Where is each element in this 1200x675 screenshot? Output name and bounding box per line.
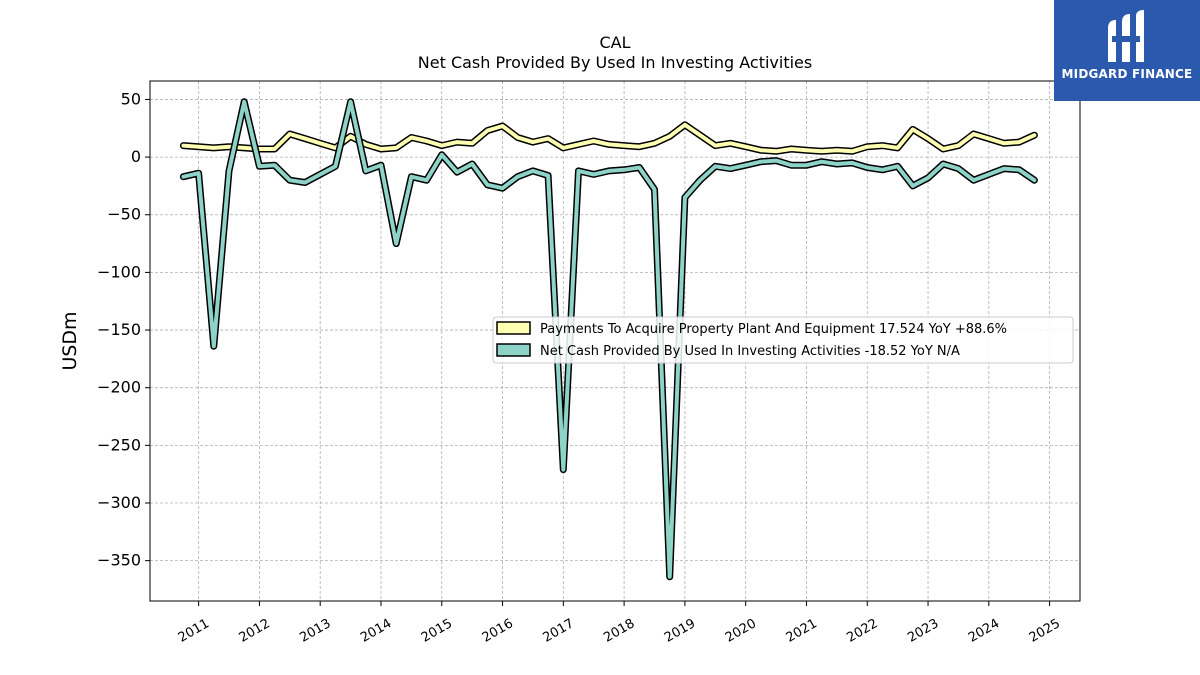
- y-tick-label: −100: [97, 262, 141, 281]
- y-tick-label: −350: [97, 551, 141, 570]
- y-tick-label: 0: [131, 147, 141, 166]
- y-tick-label: −150: [97, 320, 141, 339]
- y-axis-label: USDm: [59, 311, 81, 370]
- logo-mark-icon: [1108, 10, 1144, 62]
- legend: Payments To Acquire Property Plant And E…: [492, 316, 1074, 364]
- series-line-0: [181, 122, 1037, 154]
- x-tick-label: 2022: [844, 616, 880, 646]
- x-axis: 2011 2012 2013 2014 2015 2016 2017 2018 2019 2020…: [176, 601, 1063, 646]
- y-tick-label: 50: [121, 89, 141, 108]
- x-tick-label: 2014: [358, 616, 394, 646]
- chart-subtitle: Net Cash Provided By Used In Investing A…: [418, 53, 812, 72]
- x-tick-label: 2023: [905, 616, 941, 646]
- x-tick-label: 2016: [480, 616, 516, 646]
- series-group: [179, 98, 1038, 581]
- legend-label-capex: Payments To Acquire Property Plant And E…: [540, 322, 1007, 337]
- x-tick-label: 2017: [541, 616, 577, 646]
- y-tick-label: −50: [107, 205, 141, 224]
- x-tick-label: 2018: [601, 616, 637, 646]
- y-tick-label: −250: [97, 435, 141, 454]
- x-tick-label: 2012: [237, 616, 273, 646]
- y-axis: 50 0 −50 −100 −150 −200 −250 −300 −350: [97, 89, 150, 570]
- legend-swatch-investing: [496, 343, 531, 357]
- y-tick-label: −300: [97, 493, 141, 512]
- y-tick-label: −200: [97, 378, 141, 397]
- legend-box: [492, 316, 1074, 364]
- legend-label-investing: Net Cash Provided By Used In Investing A…: [540, 344, 960, 359]
- series-line-1: [181, 99, 1037, 579]
- chart-title: CAL: [599, 33, 630, 52]
- x-tick-label: 2015: [419, 616, 455, 646]
- x-tick-label: 2021: [784, 616, 820, 646]
- x-tick-label: 2024: [966, 616, 1002, 646]
- brand-logo: MIDGARD FINANCE: [1054, 0, 1200, 101]
- x-tick-label: 2019: [662, 616, 698, 646]
- x-tick-label: 2011: [176, 616, 212, 646]
- legend-swatch-capex: [496, 321, 531, 335]
- x-tick-label: 2020: [723, 616, 759, 646]
- x-tick-label: 2025: [1027, 616, 1063, 646]
- x-tick-label: 2013: [297, 616, 333, 646]
- logo-text: MIDGARD FINANCE: [1061, 67, 1193, 81]
- plot-frame: [149, 80, 1081, 602]
